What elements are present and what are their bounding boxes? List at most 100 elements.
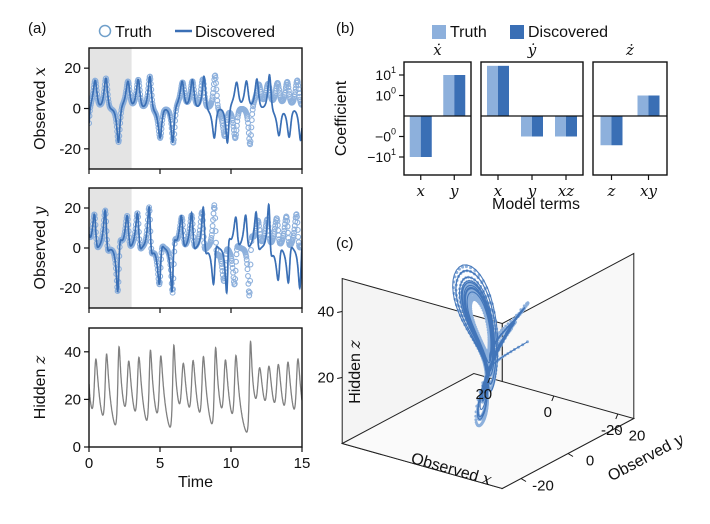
bar-discovered [532, 116, 543, 137]
plot-area [89, 202, 302, 299]
x-axis-label: Time [178, 474, 213, 491]
legend-a: Truth Discovered [98, 24, 275, 41]
z-tick-label: 40 [318, 304, 335, 321]
z-tick [337, 377, 343, 379]
truth-point [474, 414, 478, 418]
truth-marker [212, 228, 219, 235]
axes-frame [480, 61, 584, 176]
legend-a-truth-label: Truth [115, 24, 152, 41]
truth-marker [196, 230, 203, 237]
truth-marker [243, 253, 250, 260]
x-tick-label: xy [640, 182, 657, 200]
y-tick-exp: 0 [391, 86, 396, 96]
y-tick-label: −00 [375, 127, 396, 145]
truth-marker [248, 117, 255, 124]
panel-label-c: (c) [336, 235, 354, 252]
x-tick-label: xz [558, 182, 574, 200]
z-axis-label-var: z [345, 340, 364, 350]
truth-marker [271, 225, 278, 232]
truth-marker [297, 98, 302, 105]
x-tick [615, 413, 619, 420]
truth-marker [233, 258, 239, 265]
truth-marker [291, 229, 297, 236]
truth-marker [230, 123, 237, 130]
truth-marker [293, 211, 300, 218]
truth-marker [276, 86, 283, 93]
truth-marker [212, 72, 219, 79]
x-tick-label: -20 [601, 422, 623, 439]
truth-marker [212, 215, 219, 222]
panel-observed-y: -20 0 20 Observed y [30, 187, 303, 313]
bar-truth [443, 75, 455, 116]
x-tick-label: 20 [475, 386, 492, 403]
bar-truth [600, 116, 612, 146]
truth-marker [201, 93, 208, 100]
x-axis-label: Model terms [492, 196, 580, 213]
discovered-series-line [89, 73, 302, 145]
truth-marker [209, 96, 216, 103]
y-axis-label-text: Observed [32, 76, 49, 150]
truth-marker [228, 255, 235, 262]
truth-marker [208, 231, 215, 238]
y-tick-label: 40 [64, 344, 81, 361]
y-tick-label: 0 [586, 453, 594, 470]
x-tick [551, 395, 555, 402]
bar-discovered [454, 75, 466, 116]
bar-truth [637, 95, 649, 116]
truth-marker [272, 222, 279, 229]
truth-marker [281, 224, 288, 231]
truth-marker [245, 273, 251, 279]
truth-marker [246, 292, 253, 299]
coef-subplot-2: ẏ x y xz [480, 41, 584, 200]
truth-marker [274, 217, 281, 224]
axes-frame [88, 327, 303, 448]
subplot-title: ż [625, 41, 634, 59]
truth-marker [266, 84, 273, 91]
truth-marker [211, 202, 218, 209]
x-tick-label: 0 [544, 404, 552, 421]
truth-marker [244, 266, 251, 273]
x-tick-label: 0 [85, 455, 93, 472]
bar-discovered [420, 116, 432, 157]
y-axis-label-var: x [30, 67, 49, 76]
y-tick-label: -20 [59, 280, 81, 297]
truth-marker [284, 223, 291, 230]
truth-marker [285, 84, 292, 91]
x-tick-label: 15 [294, 455, 311, 472]
legend-b: Truth Discovered [432, 24, 608, 41]
legend-b-truth-label: Truth [450, 24, 487, 41]
truth-marker [213, 86, 220, 93]
y-tick-label: 20 [64, 200, 81, 217]
truth-marker [232, 275, 239, 282]
truth-marker [255, 219, 262, 226]
truth-marker [245, 124, 252, 131]
bar-truth [555, 116, 566, 137]
truth-point [464, 265, 468, 269]
y-tick-exp: 1 [391, 147, 396, 157]
y-tick-base: −10 [367, 149, 391, 165]
truth-marker [197, 89, 204, 96]
x-tick-label: y [527, 182, 537, 200]
y-tick-label: 0 [73, 439, 81, 456]
legend-a-discovered-label: Discovered [195, 24, 275, 41]
x-tick-label: x [417, 182, 426, 200]
truth-marker [249, 106, 256, 113]
truth-marker [213, 239, 219, 246]
panel-hidden-z: 0 20 40 0 5 10 15 Time Hidden z [30, 327, 311, 491]
y-tick-label: 0 [73, 240, 81, 257]
y-tick-base: 10 [375, 67, 391, 83]
discovered-series-line [89, 202, 302, 295]
axes-frame [592, 61, 668, 176]
legend-b-discovered-label: Discovered [528, 24, 608, 41]
truth-point [474, 420, 478, 424]
legend-a-truth-marker [98, 24, 112, 38]
coef-subplot-3: ż z xy [592, 41, 668, 200]
truth-point [499, 329, 503, 332]
y-tick [614, 428, 621, 432]
truth-marker [294, 79, 301, 86]
y-tick-base: −0 [375, 129, 391, 145]
plot-area [89, 72, 302, 148]
truth-marker [207, 237, 214, 244]
